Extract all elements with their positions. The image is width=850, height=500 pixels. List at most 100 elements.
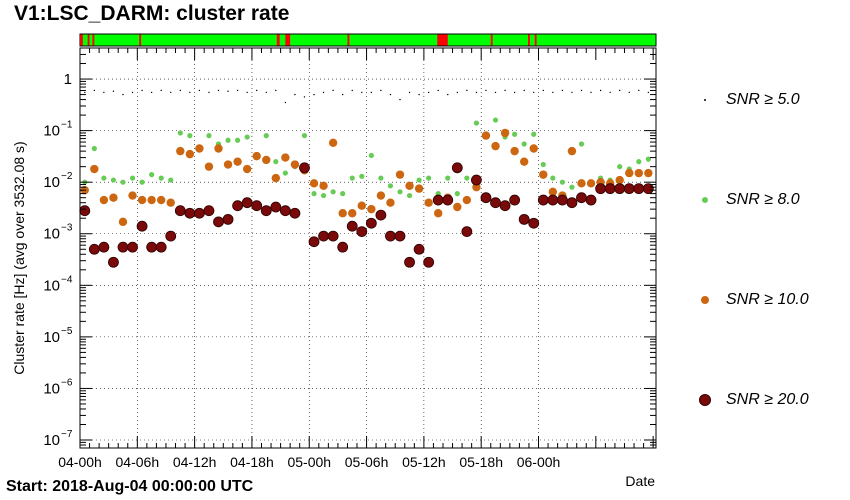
point-snr8-34: [406, 192, 413, 199]
point-snr5-38: [447, 93, 449, 96]
point-snr8-56: [617, 164, 623, 170]
point-snr20-30: [365, 217, 377, 229]
point-snr20-54: [595, 183, 606, 195]
point-snr20-33: [394, 230, 406, 242]
point-snr20-12: [194, 207, 205, 219]
point-snr10-47: [529, 144, 538, 153]
point-snr10-26: [328, 138, 338, 148]
point-snr10-32: [386, 198, 395, 207]
point-snr5-49: [552, 91, 554, 94]
point-snr20-6: [136, 220, 148, 232]
point-snr8-48: [540, 161, 546, 168]
point-snr20-0: [79, 205, 91, 217]
start-time-label: Start: 2018-Aug-04 00:00:00 UTC: [6, 478, 254, 495]
point-snr10-48: [539, 170, 548, 179]
point-snr5-27: [341, 93, 344, 96]
point-snr10-16: [233, 157, 242, 166]
point-snr5-0: [84, 91, 86, 94]
point-snr10-59: [644, 168, 653, 178]
point-snr10-19: [262, 155, 271, 165]
point-snr20-56: [614, 183, 626, 195]
point-snr20-29: [356, 226, 368, 238]
point-snr20-46: [518, 213, 530, 225]
point-snr10-5: [128, 191, 137, 200]
point-snr10-11: [185, 149, 195, 159]
point-snr8-46: [521, 141, 527, 147]
point-snr20-27: [337, 241, 349, 253]
point-snr5-51: [571, 91, 573, 94]
point-snr8-59: [645, 156, 651, 162]
point-snr10-28: [348, 209, 357, 218]
x-tick-label-6: 05-12h: [402, 454, 446, 470]
point-snr8-36: [426, 175, 432, 181]
point-snr5-57: [628, 91, 630, 94]
segment-bad-10: [534, 34, 537, 46]
point-snr20-23: [299, 162, 310, 174]
segment-bad-5: [285, 34, 291, 46]
x-tick-label-3: 04-18h: [230, 454, 274, 470]
point-snr5-12: [198, 89, 201, 92]
legend-label-snr8: SNR ≥ 8.0: [726, 191, 800, 208]
point-snr20-13: [203, 205, 215, 217]
point-snr20-44: [499, 200, 511, 212]
point-snr5-48: [542, 89, 544, 92]
point-snr20-38: [442, 194, 454, 206]
point-snr8-45: [512, 131, 518, 137]
legend-item-snr20: SNR ≥ 20.0: [690, 388, 809, 412]
point-snr10-21: [281, 153, 290, 162]
point-snr10-10: [176, 146, 185, 156]
point-snr10-57: [625, 168, 634, 178]
point-snr10-8: [156, 195, 166, 205]
point-snr5-15: [227, 90, 229, 92]
point-snr5-6: [141, 89, 143, 92]
point-snr5-22: [294, 93, 296, 96]
segment-bad-9: [528, 34, 530, 46]
point-snr5-2: [103, 91, 105, 94]
point-snr10-58: [634, 168, 644, 178]
point-snr20-21: [279, 205, 291, 217]
point-snr10-35: [414, 184, 424, 193]
point-snr8-27: [340, 191, 346, 197]
y-tick-label-4: 10: [43, 226, 60, 243]
point-snr8-26: [330, 189, 336, 195]
point-snr5-43: [494, 91, 497, 94]
y-tick-label-0: 10: [43, 432, 60, 449]
point-snr10-3: [109, 193, 118, 202]
chart-title: V1:LSC_DARM: cluster rate: [14, 2, 290, 25]
point-snr5-20: [275, 89, 277, 92]
point-snr8-8: [158, 175, 164, 181]
point-snr20-55: [604, 183, 616, 195]
point-snr5-54: [599, 89, 602, 92]
point-snr5-45: [513, 91, 516, 94]
point-snr20-20: [270, 201, 282, 213]
x-tick-label-2: 04-12h: [173, 454, 217, 470]
point-snr5-14: [217, 89, 220, 92]
point-snr5-44: [504, 89, 506, 92]
point-snr8-15: [225, 137, 231, 143]
point-snr20-25: [318, 230, 329, 242]
point-snr20-18: [251, 200, 263, 212]
legend-label-snr5: SNR ≥ 5.0: [726, 91, 800, 108]
point-snr10-15: [223, 160, 233, 169]
point-snr8-30: [368, 152, 374, 159]
y-tick-label-6: 10: [43, 123, 60, 140]
point-snr10-14: [214, 144, 223, 153]
point-snr20-10: [174, 205, 186, 217]
point-snr20-8: [155, 241, 167, 253]
point-snr20-1: [88, 243, 100, 255]
point-snr10-51: [567, 146, 577, 156]
series-snr5: [84, 89, 650, 104]
point-snr5-37: [437, 89, 439, 92]
point-snr10-52: [577, 179, 586, 188]
point-snr10-12: [195, 144, 204, 153]
point-snr10-4: [118, 217, 128, 227]
point-snr8-49: [550, 175, 556, 181]
point-snr10-20: [271, 173, 281, 183]
series-snr8: [82, 117, 651, 199]
point-snr8-50: [559, 179, 565, 185]
point-snr20-2: [98, 241, 110, 253]
x-tick-label-8: 06-00h: [517, 454, 561, 470]
point-snr10-24: [309, 179, 319, 188]
y-tick-label-5: 10: [43, 174, 60, 191]
